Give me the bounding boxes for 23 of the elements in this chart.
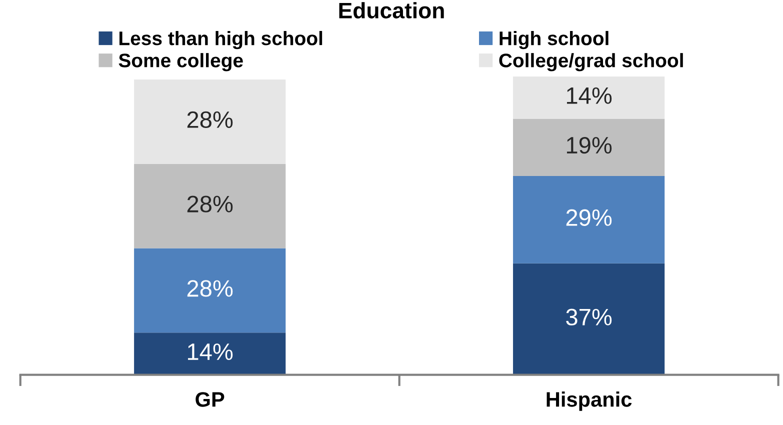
chart-title: Education	[339, 2, 444, 18]
data-label: 29%	[566, 209, 612, 226]
data-label: 28%	[187, 196, 233, 212]
data-label: 19%	[566, 136, 612, 154]
bar	[513, 76, 665, 119]
data-label: 14%	[566, 87, 612, 104]
bar	[134, 80, 286, 164]
data-label: 14%	[188, 343, 233, 360]
bar	[513, 263, 665, 375]
bar	[513, 176, 665, 264]
x-tick-label: GP	[196, 392, 224, 407]
data-label: 28%	[187, 280, 233, 297]
bar	[134, 248, 286, 333]
legend-label: High school	[500, 30, 608, 50]
legend-label: College/grad school	[499, 53, 683, 72]
legend-label: Less than high school	[119, 30, 322, 50]
legend-label: Some college	[118, 53, 243, 72]
bar	[513, 118, 665, 176]
data-label: 28%	[187, 111, 233, 128]
data-label: 37%	[566, 308, 612, 326]
bar	[134, 332, 286, 375]
bar	[134, 164, 286, 248]
x-tick-label: Hispanic	[546, 392, 632, 411]
